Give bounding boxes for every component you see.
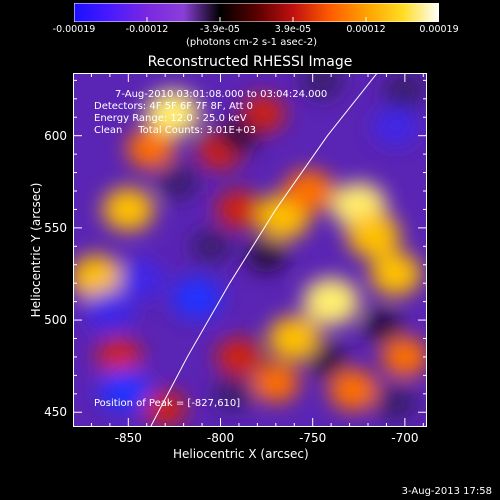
heatmap-negative-blob (118, 259, 165, 300)
heatmap-negative-blob (99, 368, 151, 412)
heatmap-negative-blob (156, 163, 200, 200)
energy-annotation: Energy Range: 12.0 - 25.0 keV (94, 113, 247, 124)
heatmap-positive-blob (328, 369, 378, 411)
x-tick-label: -800 (206, 431, 235, 445)
plot-area (73, 73, 427, 427)
heatmap-negative-blob (373, 107, 419, 146)
colorbar-tick-label: -0.00019 (52, 24, 96, 35)
heatmap-negative-blob (246, 238, 287, 273)
heatmap-negative-blob (382, 73, 427, 109)
x-tick-label: -850 (114, 431, 142, 445)
heatmap-positive-blob (216, 190, 262, 229)
heatmap-negative-blob (299, 73, 344, 100)
y-tick-label: 600 (44, 128, 67, 143)
heatmap-negative-blob (190, 228, 233, 264)
x-axis-ticks (90, 73, 424, 427)
heatmap-negative-blob (212, 376, 255, 412)
heatmap-negative-blob (363, 308, 403, 343)
x-axis-label: Heliocentric X (arcsec) (173, 447, 309, 461)
colorbar-tick-label: 0.00012 (346, 24, 386, 35)
peak-position-annotation: Position of Peak = [-827,610] (94, 398, 241, 409)
heatmap-positive-blob (73, 254, 124, 301)
heatmap-positive-blob (370, 252, 422, 296)
footer-timestamp: 3-Aug-2013 17:58 (401, 486, 492, 497)
heatmap-negative-blob (307, 343, 348, 378)
colorbar-tick-label: -0.00012 (125, 24, 169, 35)
heatmap-positive-blob (303, 277, 360, 326)
heatmap-positive-blob (216, 337, 262, 377)
heatmap-positive-blob (126, 128, 175, 169)
y-axis-ticks (73, 79, 427, 413)
x-tick-label: -700 (391, 431, 419, 445)
heatmap-negative-blob (373, 384, 418, 422)
colorbar-tick-label: 0.00019 (419, 24, 459, 35)
detectors-annotation: Detectors: 4F 5F 6F 7F 8F, Att 0 (94, 101, 254, 112)
heatmap-positive-blob (144, 390, 186, 427)
heatmap-positive-blob (102, 187, 154, 232)
colorbar-tick-label: -3.9e-05 (200, 24, 240, 35)
heatmap-positive-blob (268, 316, 321, 361)
heatmap-positive-blob (284, 169, 334, 213)
plot-frame (73, 73, 427, 427)
heatmap-negative-blob (218, 118, 260, 153)
heatmap-positive-blob (96, 337, 142, 377)
method-annotation: Clean Total Counts: 3.01E+03 (94, 125, 256, 136)
y-tick-label: 450 (44, 405, 67, 420)
heatmap-positive-blob (252, 363, 300, 403)
heatmap-layer (73, 73, 427, 427)
y-tick-label: 550 (44, 220, 67, 235)
x-tick-label: -750 (299, 431, 327, 445)
chart-title: Reconstructed RHESSI Image (147, 54, 353, 70)
time-range-annotation: 7-Aug-2010 03:01:08.000 to 03:04:24.000 (115, 89, 328, 100)
y-axis-label: Heliocentric Y (arcsec) (29, 182, 43, 318)
solar-limb-line (149, 73, 378, 427)
heatmap-positive-blob (346, 212, 401, 259)
y-tick-label: 500 (44, 313, 67, 328)
colorbar-tick-label: 3.9e-05 (274, 24, 312, 35)
colorbar-tick-labels: -0.00019 -0.00012 -3.9e-05 3.9e-05 0.000… (0, 24, 500, 38)
heatmap-negative-blob (171, 276, 222, 320)
heatmap-positive-blob (381, 337, 427, 377)
colorbar (74, 3, 439, 22)
heatmap-negative-blob (85, 290, 135, 332)
colorbar-unit-label: (photons cm-2 s-1 asec-2) (186, 37, 318, 48)
heatmap-positive-blob (145, 90, 200, 137)
